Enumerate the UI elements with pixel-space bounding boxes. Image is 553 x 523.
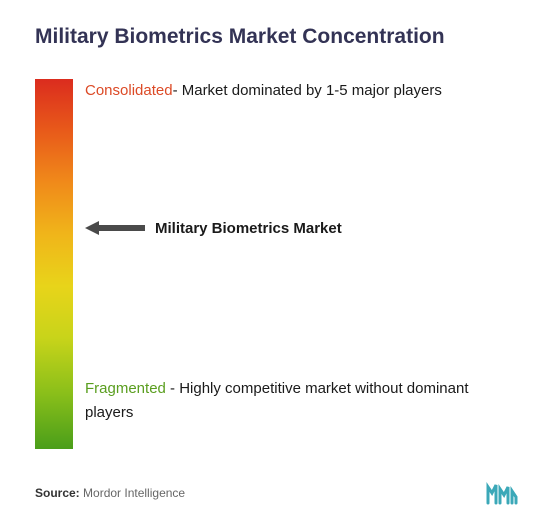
fragmented-highlight: Fragmented — [85, 380, 166, 397]
source-label: Source: — [35, 486, 80, 500]
consolidated-text: - Market dominated by 1-5 major players — [173, 82, 442, 99]
consolidated-label: Consolidated- Market dominated by 1-5 ma… — [85, 79, 442, 103]
footer: Source: Mordor Intelligence — [35, 481, 518, 505]
market-indicator: Military Biometrics Market — [85, 219, 342, 237]
mordor-logo-icon — [486, 481, 518, 505]
concentration-gradient-bar — [35, 79, 73, 449]
source-attribution: Source: Mordor Intelligence — [35, 486, 185, 500]
fragmented-label: Fragmented - Highly competitive market w… — [85, 377, 518, 425]
arrow-icon — [85, 219, 145, 237]
consolidated-highlight: Consolidated — [85, 82, 173, 99]
labels-area: Consolidated- Market dominated by 1-5 ma… — [85, 79, 518, 449]
source-value: Mordor Intelligence — [83, 486, 185, 500]
market-name: Military Biometrics Market — [155, 220, 342, 237]
chart-area: Consolidated- Market dominated by 1-5 ma… — [35, 79, 518, 449]
chart-title: Military Biometrics Market Concentration — [35, 25, 518, 49]
